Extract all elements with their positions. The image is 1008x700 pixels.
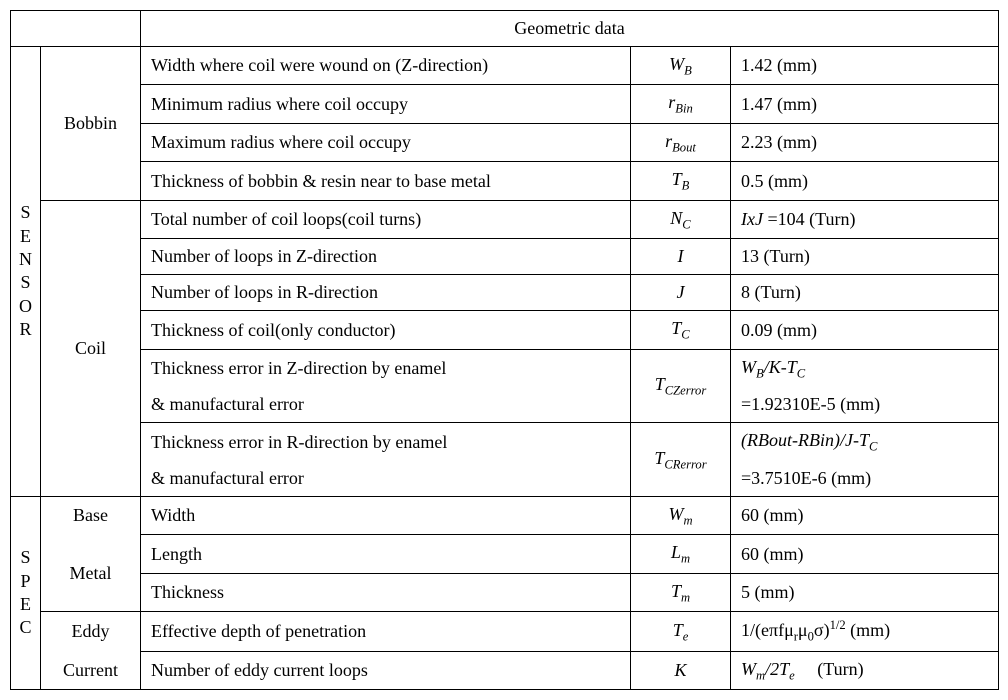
cell-val: Wm/2Te (Turn) — [731, 651, 999, 689]
cell-desc: Number of eddy current loops — [141, 651, 631, 689]
cell-desc: Effective depth of penetration — [141, 612, 631, 651]
cell-sym: rBout — [631, 123, 731, 161]
cell-desc: Length — [141, 535, 631, 573]
basemetal-label-l1: Base — [41, 496, 141, 534]
cell-val: 5 (mm) — [731, 573, 999, 611]
table-row: Thickness Tm 5 (mm) — [11, 573, 999, 611]
table-row: & manufactural error =1.92310E-5 (mm) — [11, 387, 999, 423]
header-geometric-data: Geometric data — [141, 11, 999, 47]
table-row: & manufactural error =3.7510E-6 (mm) — [11, 461, 999, 497]
table-row: Coil Total number of coil loops(coil tur… — [11, 200, 999, 238]
cell-desc: Minimum radius where coil occupy — [141, 85, 631, 123]
table-row: Eddy Effective depth of penetration Te 1… — [11, 612, 999, 651]
cell-val: 1.47 (mm) — [731, 85, 999, 123]
bobbin-label: Bobbin — [41, 47, 141, 201]
cell-val: 0.5 (mm) — [731, 162, 999, 200]
cell-desc: Thickness error in R-direction by enamel — [141, 423, 631, 461]
cell-sym: J — [631, 275, 731, 311]
cell-val: 13 (Turn) — [731, 239, 999, 275]
cell-desc: Thickness of coil(only conductor) — [141, 311, 631, 349]
geometric-data-table: Geometric data SENSOR Bobbin Width where… — [10, 10, 999, 690]
table-header-row: Geometric data — [11, 11, 999, 47]
cell-sym: TCZerror — [631, 349, 731, 422]
cell-desc: Maximum radius where coil occupy — [141, 123, 631, 161]
table-row: Current Number of eddy current loops K W… — [11, 651, 999, 689]
cell-desc: Width where coil were wound on (Z-direct… — [141, 47, 631, 85]
cell-val: 60 (mm) — [731, 535, 999, 573]
cell-sym: Wm — [631, 496, 731, 534]
table-row: Thickness error in R-direction by enamel… — [11, 423, 999, 461]
eddy-label-l1: Eddy — [41, 612, 141, 651]
cell-val: 60 (mm) — [731, 496, 999, 534]
spec-vertical-label: SPEC — [11, 496, 41, 689]
table-row: Metal Length Lm 60 (mm) — [11, 535, 999, 573]
coil-label: Coil — [41, 200, 141, 496]
cell-val: 0.09 (mm) — [731, 311, 999, 349]
cell-sym: TB — [631, 162, 731, 200]
cell-val: 8 (Turn) — [731, 275, 999, 311]
cell-desc: Thickness — [141, 573, 631, 611]
cell-sym: TC — [631, 311, 731, 349]
cell-val: 1.42 (mm) — [731, 47, 999, 85]
sensor-vtext: SENSOR — [11, 201, 40, 341]
table-row: Minimum radius where coil occupy rBin 1.… — [11, 85, 999, 123]
basemetal-label-l2: Metal — [41, 535, 141, 612]
cell-desc: Number of loops in Z-direction — [141, 239, 631, 275]
cell-desc: Total number of coil loops(coil turns) — [141, 200, 631, 238]
cell-val: =3.7510E-6 (mm) — [731, 461, 999, 497]
eddy-label-l2: Current — [41, 651, 141, 689]
cell-desc: Number of loops in R-direction — [141, 275, 631, 311]
cell-sym: rBin — [631, 85, 731, 123]
cell-desc: & manufactural error — [141, 461, 631, 497]
cell-sym: K — [631, 651, 731, 689]
sensor-vertical-label: SENSOR — [11, 47, 41, 497]
table-row: Maximum radius where coil occupy rBout 2… — [11, 123, 999, 161]
cell-sym: Te — [631, 612, 731, 651]
table-row: SPEC Base Width Wm 60 (mm) — [11, 496, 999, 534]
cell-val: 2.23 (mm) — [731, 123, 999, 161]
cell-desc: Thickness error in Z-direction by enamel — [141, 349, 631, 387]
cell-sym: WB — [631, 47, 731, 85]
cell-sym: TCRerror — [631, 423, 731, 496]
cell-desc: & manufactural error — [141, 387, 631, 423]
cell-val: (RBout-RBin)/J-TC — [731, 423, 999, 461]
table-row: Thickness of coil(only conductor) TC 0.0… — [11, 311, 999, 349]
cell-desc: Thickness of bobbin & resin near to base… — [141, 162, 631, 200]
table-row: SENSOR Bobbin Width where coil were woun… — [11, 47, 999, 85]
table-row: Number of loops in R-direction J 8 (Turn… — [11, 275, 999, 311]
cell-val: IxJ =104 (Turn) — [731, 200, 999, 238]
table-row: Number of loops in Z-direction I 13 (Tur… — [11, 239, 999, 275]
cell-val: 1/(eπfμrμ0σ)1/2 (mm) — [731, 612, 999, 651]
cell-desc: Width — [141, 496, 631, 534]
table-row: Thickness of bobbin & resin near to base… — [11, 162, 999, 200]
cell-sym: NC — [631, 200, 731, 238]
table-row: Thickness error in Z-direction by enamel… — [11, 349, 999, 387]
spec-vtext: SPEC — [11, 546, 40, 640]
cell-val: WB/K-TC — [731, 349, 999, 387]
cell-val: =1.92310E-5 (mm) — [731, 387, 999, 423]
header-blank — [11, 11, 141, 47]
cell-sym: Lm — [631, 535, 731, 573]
cell-sym: I — [631, 239, 731, 275]
cell-sym: Tm — [631, 573, 731, 611]
